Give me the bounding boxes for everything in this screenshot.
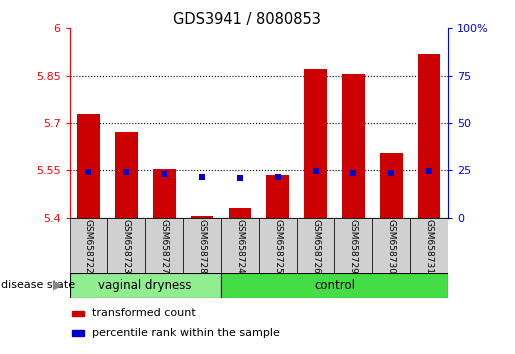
Bar (259, 218, 297, 273)
Bar (115, 132, 138, 218)
Bar (221, 218, 259, 273)
Text: GDS3941 / 8080853: GDS3941 / 8080853 (173, 12, 321, 27)
Bar (72, 330, 84, 336)
Bar (418, 53, 440, 218)
Text: GSM658724: GSM658724 (235, 219, 244, 274)
Bar (410, 218, 448, 273)
Bar (153, 169, 176, 218)
Bar (304, 69, 327, 218)
Text: transformed count: transformed count (92, 308, 195, 318)
Bar (297, 218, 335, 273)
Text: GSM658727: GSM658727 (160, 219, 168, 274)
Text: GSM658726: GSM658726 (311, 219, 320, 274)
Bar (183, 218, 221, 273)
Text: GSM658728: GSM658728 (198, 219, 207, 274)
Bar (145, 218, 183, 273)
Text: control: control (314, 279, 355, 292)
Bar (266, 175, 289, 218)
Bar (342, 74, 365, 218)
Text: GSM658723: GSM658723 (122, 219, 131, 274)
Bar (107, 218, 145, 273)
Bar (229, 208, 251, 218)
Text: GSM658722: GSM658722 (84, 219, 93, 274)
Bar (191, 216, 213, 218)
Text: vaginal dryness: vaginal dryness (98, 279, 192, 292)
Bar (335, 218, 372, 273)
Bar (221, 273, 448, 298)
Bar (72, 311, 84, 316)
Bar (372, 218, 410, 273)
Bar (380, 153, 403, 218)
Text: disease state: disease state (1, 280, 75, 290)
Text: GSM658730: GSM658730 (387, 219, 396, 274)
Text: ▶: ▶ (53, 279, 62, 292)
Bar (70, 273, 221, 298)
Text: GSM658725: GSM658725 (273, 219, 282, 274)
Text: GSM658729: GSM658729 (349, 219, 358, 274)
Text: GSM658731: GSM658731 (425, 219, 434, 274)
Text: percentile rank within the sample: percentile rank within the sample (92, 327, 280, 338)
Bar (70, 218, 107, 273)
Bar (77, 114, 100, 218)
